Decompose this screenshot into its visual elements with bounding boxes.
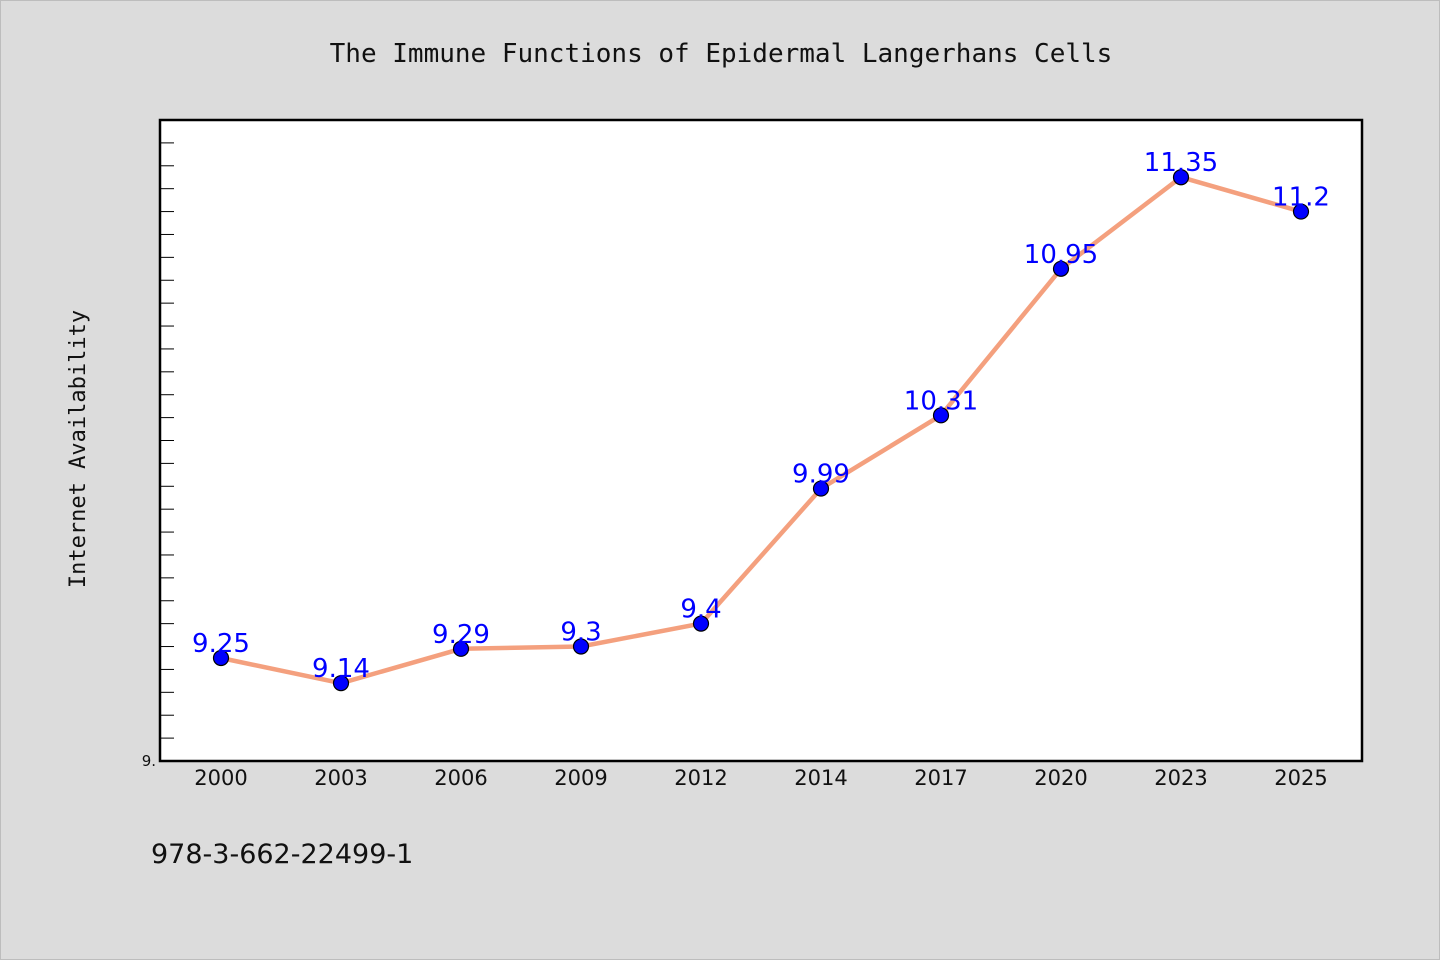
data-point — [452, 640, 470, 657]
y-axis-label: Internet Availability — [66, 310, 91, 588]
y-tick-label: 9. — [142, 752, 156, 770]
data-point — [692, 615, 710, 632]
data-label: 11.2 — [1272, 183, 1330, 213]
data-point — [1052, 260, 1070, 277]
data-label: 9.25 — [192, 629, 250, 659]
data-label: 9.29 — [432, 620, 490, 650]
plot-area — [158, 118, 1364, 763]
data-label: 9.4 — [680, 595, 721, 625]
x-tick-label: 2003 — [314, 766, 367, 790]
data-point — [1172, 169, 1190, 186]
data-label: 9.3 — [560, 618, 601, 648]
x-tick-label: 2023 — [1154, 766, 1207, 790]
data-point — [332, 675, 350, 692]
x-tick-label: 2020 — [1034, 766, 1087, 790]
data-point — [212, 649, 230, 667]
footer-isbn: 978-3-662-22499-1 — [151, 839, 413, 870]
x-tick-label: 2012 — [674, 766, 727, 790]
chart-title: The Immune Functions of Epidermal Langer… — [330, 39, 1113, 69]
x-axis-ticks: 2000 2003 2006 2009 2012 2014 2017 2020 2023 2025 — [194, 766, 1327, 790]
x-tick-label: 2017 — [914, 766, 967, 790]
data-point — [812, 480, 830, 497]
data-label: 9.99 — [792, 460, 850, 490]
data-label: 9.14 — [312, 654, 370, 684]
x-tick-label: 2006 — [434, 766, 487, 790]
data-label: 10.31 — [904, 386, 978, 416]
data-label: 10.95 — [1024, 240, 1098, 270]
x-tick-label: 2009 — [554, 766, 607, 790]
x-tick-label: 2025 — [1274, 766, 1327, 790]
data-point — [932, 407, 950, 424]
data-point — [572, 638, 590, 655]
x-tick-label: 2014 — [794, 766, 847, 790]
series-line — [218, 174, 1304, 686]
x-tick-label: 2000 — [194, 766, 247, 790]
data-label: 11.35 — [1144, 148, 1218, 178]
series-layer: 9.25 9.14 9.29 9.3 9.4 9.99 10.31 10.95 11.35 11.… — [192, 148, 1330, 692]
y-axis-ticks: 9. — [142, 142, 174, 770]
data-point — [1292, 203, 1310, 220]
